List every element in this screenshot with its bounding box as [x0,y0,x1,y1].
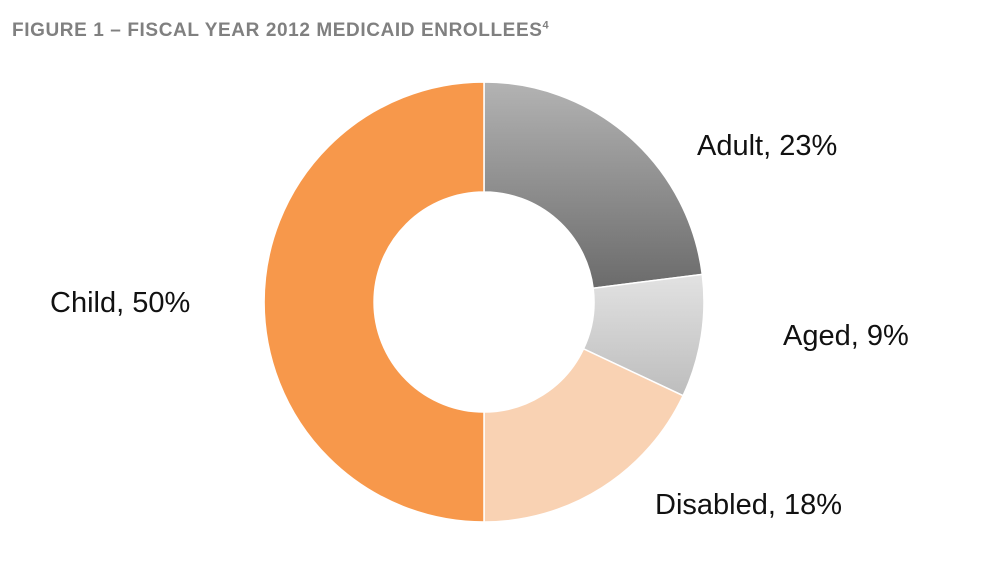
slice-label-disabled: Disabled, 18% [655,489,842,521]
slice-label-child: Child, 50% [50,287,190,319]
donut-labels: Adult, 23% Aged, 9% Disabled, 18% Child, 50… [50,130,909,521]
slice-adult [483,81,704,290]
figure-title: FIGURE 1 – FISCAL YEAR 2012 MEDICAID ENR… [12,20,549,42]
donut-slices [263,81,705,523]
slice-label-aged: Aged, 9% [783,320,909,352]
slice-label-adult: Adult, 23% [697,130,837,162]
figure-title-footnote: 4 [542,19,550,32]
figure-title-text: FIGURE 1 – FISCAL YEAR 2012 MEDICAID ENR… [12,20,543,41]
slice-disabled [483,347,685,523]
slice-child [263,81,485,523]
